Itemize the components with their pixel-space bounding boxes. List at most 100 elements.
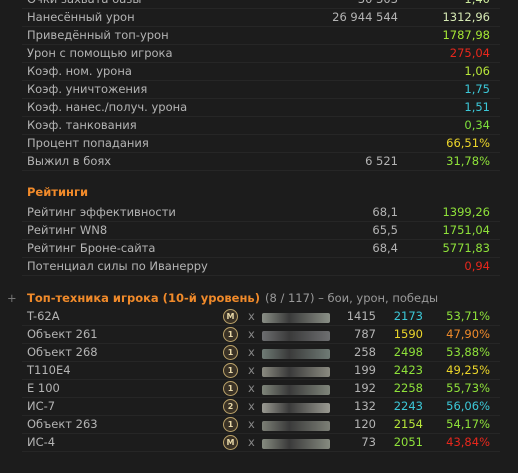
multiplier: x — [248, 381, 255, 395]
multiplier: x — [248, 363, 255, 377]
stat-label: Выжил в боях — [27, 154, 112, 168]
row-bg — [22, 153, 500, 171]
row-bg — [22, 398, 500, 416]
row-bg — [22, 258, 500, 276]
tank-name: Объект 268 — [27, 345, 98, 359]
multiplier: x — [248, 309, 255, 323]
row-bg — [22, 81, 500, 99]
mastery-badge: M — [223, 309, 238, 324]
stat-label: Процент попадания — [27, 136, 149, 150]
section-title: Рейтинги — [27, 185, 89, 199]
tank-name: Объект 261 — [27, 327, 98, 341]
tank-name: ИС-4 — [27, 435, 56, 449]
stat-value: 66,51% — [446, 136, 490, 150]
row-bg — [22, 362, 500, 380]
tank-name: ИС-7 — [27, 399, 56, 413]
row-bg — [22, 434, 500, 452]
damage: 1590 — [393, 327, 423, 341]
row-bg — [22, 416, 500, 434]
tank-icon — [262, 385, 330, 395]
battles: 199 — [354, 363, 376, 377]
stat-label: Коэф. танкования — [27, 118, 137, 132]
stat-value: 0,34 — [464, 118, 490, 132]
mastery-badge: 1 — [223, 327, 238, 342]
winrate: 49,25% — [446, 363, 490, 377]
row-bg — [22, 135, 500, 153]
damage: 2258 — [393, 381, 423, 395]
tank-icon — [262, 367, 330, 377]
winrate: 53,88% — [446, 345, 490, 359]
battles: 787 — [354, 327, 376, 341]
row-bg — [22, 204, 500, 222]
mastery-badge: 2 — [223, 399, 238, 414]
stat-label: Очки захвата базы — [27, 0, 141, 7]
stat-value: 1,75 — [464, 82, 490, 96]
expand-toggle[interactable]: + — [7, 291, 17, 305]
tank-name: T-62A — [27, 309, 60, 323]
tank-icon — [262, 421, 330, 431]
stat-value: 31,78% — [446, 154, 490, 168]
multiplier: x — [248, 417, 255, 431]
stat-label: Коэф. уничтожения — [27, 82, 148, 96]
row-bg — [22, 344, 500, 362]
tank-icon — [262, 331, 330, 341]
section-title: Топ-техника игрока (10-й уровень) — [27, 291, 260, 305]
battles: 120 — [354, 417, 376, 431]
row-bg — [22, 240, 500, 258]
stat-value: 5771,83 — [442, 241, 490, 255]
mastery-badge: 1 — [223, 381, 238, 396]
damage: 2498 — [393, 345, 423, 359]
row-bg — [22, 45, 500, 63]
stat-count: 30 303 — [358, 0, 398, 7]
damage: 2154 — [393, 417, 423, 431]
row-bg — [22, 9, 500, 27]
row-bg — [22, 0, 500, 9]
stat-label: Рейтинг эффективности — [27, 205, 176, 219]
tank-name: Объект 263 — [27, 417, 98, 431]
stat-label: Потенциал силы по Иванерру — [27, 259, 208, 273]
damage: 2173 — [393, 309, 423, 323]
tank-icon — [262, 349, 330, 359]
battles: 132 — [354, 399, 376, 413]
battles: 73 — [361, 435, 376, 449]
tank-name: T110E4 — [27, 363, 71, 377]
damage: 2423 — [393, 363, 423, 377]
stat-label: Коэф. нанес./получ. урона — [27, 100, 188, 114]
section-subtitle: (8 / 117) – бои, урон, победы — [265, 291, 439, 305]
mastery-badge: M — [223, 435, 238, 450]
row-bg — [22, 308, 500, 326]
mastery-badge: 1 — [223, 345, 238, 360]
stat-count: 65,5 — [372, 223, 398, 237]
mastery-badge: 1 — [223, 417, 238, 432]
row-bg — [22, 63, 500, 81]
stat-count: 68,4 — [372, 241, 398, 255]
stat-label: Приведённый топ-урон — [27, 28, 169, 42]
row-bg — [22, 27, 500, 45]
winrate: 43,84% — [446, 435, 490, 449]
stat-value: 1787,98 — [442, 28, 490, 42]
stat-label: Рейтинг Броне-сайта — [27, 241, 156, 255]
multiplier: x — [248, 345, 255, 359]
damage: 2243 — [393, 399, 423, 413]
battles: 258 — [354, 345, 376, 359]
stat-count: 68,1 — [372, 205, 398, 219]
tank-icon — [262, 313, 330, 323]
winrate: 55,73% — [446, 381, 490, 395]
mastery-badge: 1 — [223, 363, 238, 378]
stat-count: 6 521 — [365, 154, 398, 168]
stat-label: Нанесённый урон — [27, 10, 135, 24]
winrate: 53,71% — [446, 309, 490, 323]
tank-name: E 100 — [27, 381, 60, 395]
stat-value: 1,40 — [464, 0, 490, 7]
stat-label: Коэф. ном. урона — [27, 64, 132, 78]
multiplier: x — [248, 435, 255, 449]
winrate: 47,90% — [446, 327, 490, 341]
damage: 2051 — [393, 435, 423, 449]
stat-label: Урон с помощью игрока — [27, 46, 173, 60]
multiplier: x — [248, 327, 255, 341]
row-bg — [22, 326, 500, 344]
row-bg — [22, 222, 500, 240]
battles: 1415 — [346, 309, 376, 323]
row-bg — [22, 117, 500, 135]
